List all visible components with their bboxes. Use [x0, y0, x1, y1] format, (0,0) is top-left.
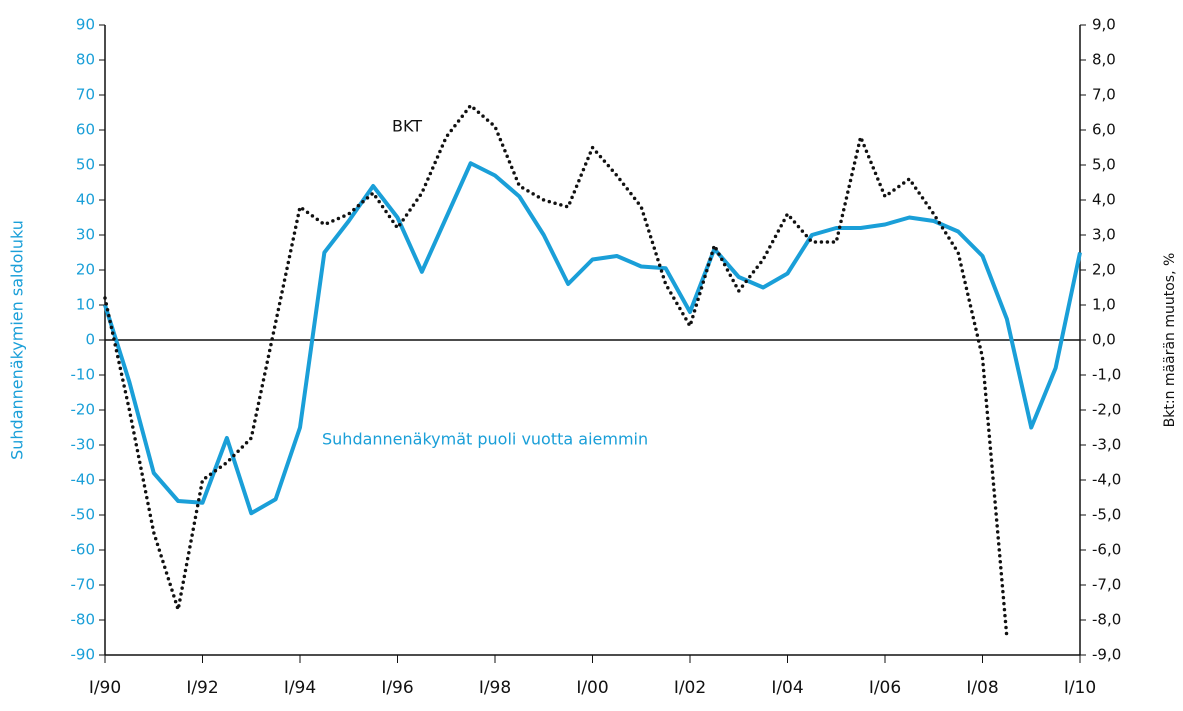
series-line [103, 102, 1009, 640]
y2-tick-label: -8,0 [1092, 611, 1121, 629]
x-tick-label: I/10 [1064, 678, 1096, 698]
annotation: BKT [392, 117, 422, 136]
y2-tick-label: 9,0 [1092, 16, 1116, 34]
y-tick-label: 40 [76, 191, 95, 209]
y2-tick-label: 7,0 [1092, 86, 1116, 104]
x-tick-label: I/92 [186, 678, 218, 698]
y-tick-label: -40 [71, 471, 96, 489]
y2-tick-label: 6,0 [1092, 121, 1116, 139]
y2-tick-label: -9,0 [1092, 646, 1121, 664]
y2-tick-label: 2,0 [1092, 261, 1116, 279]
y-tick-label: 30 [76, 226, 95, 244]
annotation: Suhdannenäkymät puoli vuotta aiemmin [322, 430, 648, 449]
y2-tick-label: 0,0 [1092, 331, 1116, 349]
y-tick-label: -80 [71, 611, 96, 629]
y-tick-label: 0 [85, 331, 95, 349]
y-tick-label: -30 [71, 436, 96, 454]
x-tick-label: I/94 [284, 678, 316, 698]
y-tick-label: -60 [71, 541, 96, 559]
y-tick-label: 90 [76, 16, 95, 34]
x-tick-label: I/98 [479, 678, 511, 698]
y2-tick-label: -3,0 [1092, 436, 1121, 454]
y-tick-label: -10 [71, 366, 96, 384]
x-tick-label: I/06 [869, 678, 901, 698]
y-tick-label: 60 [76, 121, 95, 139]
y-tick-label: -70 [71, 576, 96, 594]
x-tick-label: I/08 [966, 678, 998, 698]
y-tick-label: 70 [76, 86, 95, 104]
y2-tick-label: -1,0 [1092, 366, 1121, 384]
y2-tick-label: -5,0 [1092, 506, 1121, 524]
y-tick-label: -20 [71, 401, 96, 419]
x-tick-label: I/90 [89, 678, 121, 698]
series-line [103, 161, 1082, 516]
y2-axis-label: Bkt:n määrän muutos, % [1162, 253, 1178, 428]
y-tick-label: -50 [71, 506, 96, 524]
y-tick-label: -90 [71, 646, 96, 664]
y-tick-label: 80 [76, 51, 95, 69]
y2-tick-label: 4,0 [1092, 191, 1116, 209]
y-tick-label: 50 [76, 156, 95, 174]
y2-tick-label: -7,0 [1092, 576, 1121, 594]
y2-tick-label: 5,0 [1092, 156, 1116, 174]
y2-tick-label: 1,0 [1092, 296, 1116, 314]
y2-tick-label: -6,0 [1092, 541, 1121, 559]
y2-tick-label: -4,0 [1092, 471, 1121, 489]
y2-tick-label: -2,0 [1092, 401, 1121, 419]
x-tick-label: I/04 [771, 678, 803, 698]
x-tick-label: I/96 [381, 678, 413, 698]
x-tick-label: I/00 [576, 678, 608, 698]
x-tick-label: I/02 [674, 678, 706, 698]
y2-tick-label: 8,0 [1092, 51, 1116, 69]
y2-tick-label: 3,0 [1092, 226, 1116, 244]
y-tick-label: 20 [76, 261, 95, 279]
y-axis-label: Suhdannenäkymien saldoluku [8, 220, 27, 460]
y-tick-label: 10 [76, 296, 95, 314]
